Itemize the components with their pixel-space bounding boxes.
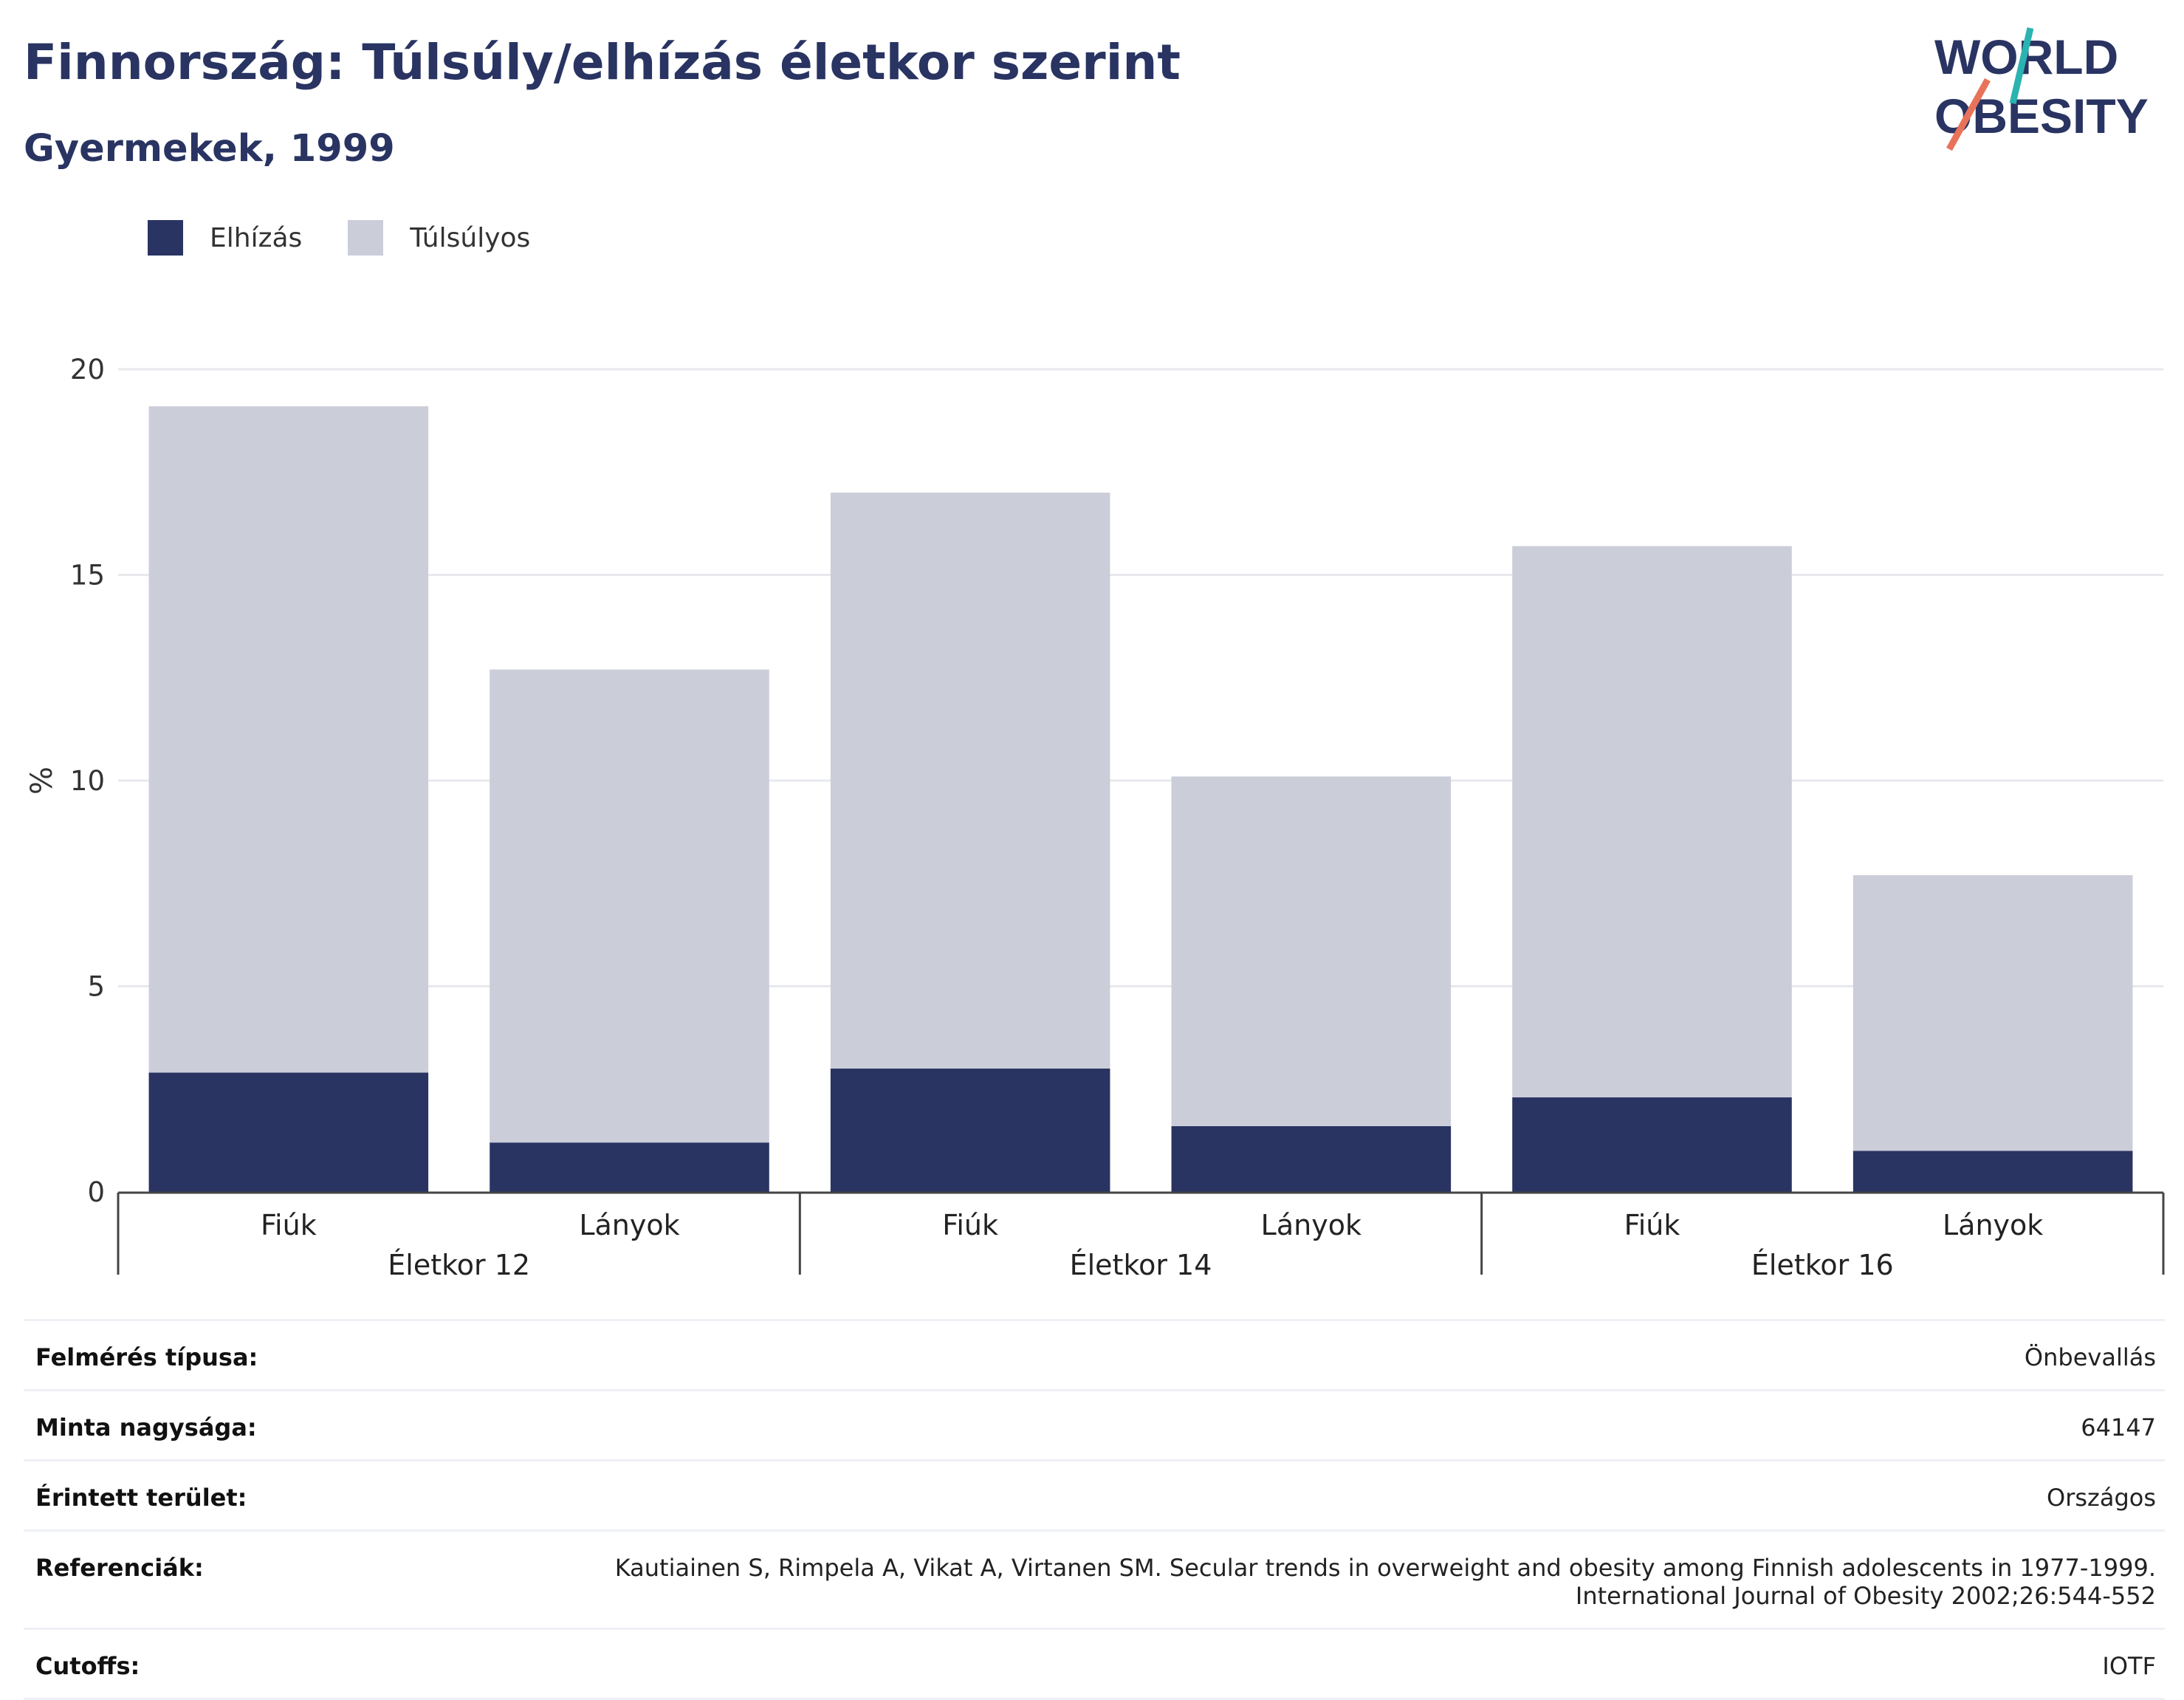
area-label: Érintett terület: xyxy=(35,1484,247,1512)
legend-item-obesity[interactable]: Elhízás xyxy=(148,220,302,256)
bar-overweight xyxy=(148,406,429,1073)
bar-obesity xyxy=(148,1072,429,1192)
legend-swatch-overweight xyxy=(348,220,384,256)
x-category-label: Fiúk xyxy=(942,1209,998,1241)
sample-size-label: Minta nagysága: xyxy=(35,1413,257,1442)
x-group-label: Életkor 12 xyxy=(388,1249,530,1281)
bar-overweight xyxy=(1171,776,1452,1126)
references-line2: International Journal of Obesity 2002;26… xyxy=(1575,1582,2156,1610)
x-group-label: Életkor 14 xyxy=(1070,1249,1212,1281)
y-axis-label: % xyxy=(25,767,59,795)
legend-item-overweight[interactable]: Túlsúlyos xyxy=(348,220,530,256)
legend-swatch-obesity xyxy=(148,220,183,256)
bar-obesity xyxy=(1512,1097,1792,1192)
world-obesity-logo: WORLD OBESITY xyxy=(1934,27,2149,151)
bar-overweight xyxy=(1512,546,1792,1097)
references-line1: Kautiainen S, Rimpela A, Vikat A, Virtan… xyxy=(614,1554,2156,1582)
info-table: Felmérés típusa: Önbevallás Minta nagysá… xyxy=(24,1319,2165,1700)
info-row-sample-size: Minta nagysága: 64147 xyxy=(24,1389,2165,1459)
y-tick-label: 10 xyxy=(70,765,105,797)
cutoffs-value: IOTF xyxy=(2102,1652,2156,1680)
x-category-label: Fiúk xyxy=(261,1209,317,1241)
legend-label-overweight: Túlsúlyos xyxy=(410,222,531,253)
info-row-area: Érintett terület: Országos xyxy=(24,1459,2165,1529)
info-row-cutoffs: Cutoffs: IOTF xyxy=(24,1628,2165,1700)
chart-title: Finnország: Túlsúly/elhízás életkor szer… xyxy=(24,34,1181,91)
logo-teal-slash xyxy=(2009,27,2034,105)
bar-overweight xyxy=(1852,875,2133,1151)
bar-obesity xyxy=(830,1068,1110,1192)
x-category-label: Lányok xyxy=(1943,1209,2043,1241)
y-tick-label: 0 xyxy=(87,1176,105,1208)
x-group-label: Életkor 16 xyxy=(1751,1249,1894,1281)
bar-overweight xyxy=(830,493,1110,1069)
logo-orange-slash xyxy=(1946,78,1991,151)
survey-type-value: Önbevallás xyxy=(2024,1343,2156,1371)
references-value: Kautiainen S, Rimpela A, Vikat A, Virtan… xyxy=(615,1554,2156,1610)
x-category-label: Lányok xyxy=(579,1209,679,1241)
stacked-bar-chart: 0 5 10 15 20% Fiúk Lányok Életkor 12 Fiúk Lányok É… xyxy=(25,354,2165,1281)
y-tick-label: 20 xyxy=(70,354,105,385)
bar-obesity xyxy=(1171,1125,1452,1192)
y-tick-label: 5 xyxy=(87,971,105,1003)
info-row-references: Referenciák: Kautiainen S, Rimpela A, Vi… xyxy=(24,1529,2165,1628)
survey-type-label: Felmérés típusa: xyxy=(35,1343,258,1371)
legend: Elhízás Túlsúlyos xyxy=(148,220,576,256)
references-label: Referenciák: xyxy=(35,1554,204,1582)
legend-label-obesity: Elhízás xyxy=(210,222,303,253)
bar-obesity xyxy=(490,1142,769,1192)
bar-overweight xyxy=(490,669,769,1143)
bar-obesity xyxy=(1852,1151,2133,1192)
chart-subtitle: Gyermekek, 1999 xyxy=(24,127,395,171)
x-category-label: Fiúk xyxy=(1624,1209,1680,1241)
x-category-label: Lányok xyxy=(1261,1209,1361,1241)
area-value: Országos xyxy=(2047,1484,2156,1512)
info-row-survey-type: Felmérés típusa: Önbevallás xyxy=(24,1319,2165,1389)
y-tick-label: 15 xyxy=(70,560,105,592)
cutoffs-label: Cutoffs: xyxy=(35,1652,140,1680)
sample-size-value: 64147 xyxy=(2081,1413,2156,1442)
